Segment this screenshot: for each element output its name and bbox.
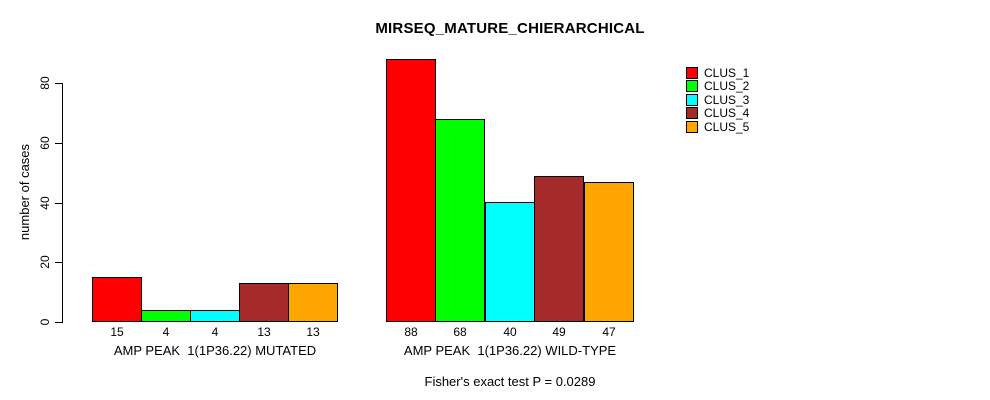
bar-value-label: 15	[110, 325, 124, 339]
y-tick	[55, 143, 63, 144]
fisher-test-note: Fisher's exact test P = 0.0289	[424, 374, 596, 389]
legend-label: CLUS_4	[704, 106, 750, 121]
bar-value-label: 49	[552, 325, 566, 339]
bar-clus_5-group2	[584, 182, 634, 322]
bar-value-label: 68	[453, 325, 467, 339]
bar-clus_2-group1	[141, 310, 191, 322]
legend-label: CLUS_3	[704, 92, 750, 107]
y-tick-label: 20	[38, 255, 52, 269]
legend-swatch-clus_4	[686, 107, 698, 120]
legend-item-clus_4: CLUS_4	[686, 106, 749, 120]
bar-clus_4-group2	[534, 176, 584, 322]
bar-value-label: 13	[257, 325, 271, 339]
group-label-mutated: AMP PEAK 1(1P36.22) MUTATED	[113, 343, 317, 358]
bar-value-label: 88	[404, 325, 418, 339]
bar-clus_3-group2	[485, 202, 535, 322]
bar-clus_2-group2	[435, 119, 485, 322]
y-tick-label: 80	[38, 76, 52, 90]
bar-value-label: 40	[503, 325, 517, 339]
legend-label: CLUS_2	[704, 79, 750, 94]
bar-clus_1-group1	[92, 277, 142, 322]
y-tick	[55, 203, 63, 204]
y-tick-label: 60	[38, 136, 52, 150]
bar-value-label: 47	[602, 325, 616, 339]
bar-value-label: 13	[306, 325, 320, 339]
legend-item-clus_1: CLUS_1	[686, 66, 749, 80]
legend-swatch-clus_5	[686, 120, 698, 133]
legend-swatch-clus_3	[686, 93, 698, 106]
y-tick-label: 0	[38, 318, 52, 326]
bar-value-label: 4	[211, 325, 219, 339]
legend-item-clus_3: CLUS_3	[686, 93, 749, 107]
legend-item-clus_5: CLUS_5	[686, 120, 749, 134]
y-tick	[55, 83, 63, 84]
legend-label: CLUS_1	[704, 66, 750, 80]
legend-item-clus_2: CLUS_2	[686, 79, 749, 93]
y-tick	[55, 262, 63, 263]
group-label-wildtype: AMP PEAK 1(1P36.22) WILD-TYPE	[403, 343, 617, 358]
legend-label: CLUS_5	[704, 119, 750, 134]
legend-swatch-clus_2	[686, 80, 698, 93]
y-axis-label: number of cases	[17, 143, 32, 241]
bar-value-label: 4	[162, 325, 170, 339]
bar-clus_1-group2	[386, 59, 436, 322]
bar-clus_4-group1	[239, 283, 289, 322]
y-tick-label: 40	[38, 196, 52, 210]
chart-title: MIRSEQ_MATURE_CHIERARCHICAL	[375, 20, 645, 37]
y-tick	[55, 322, 63, 323]
bar-clus_3-group1	[190, 310, 240, 322]
legend-swatch-clus_1	[686, 67, 698, 79]
bar-clus_5-group1	[288, 283, 338, 322]
